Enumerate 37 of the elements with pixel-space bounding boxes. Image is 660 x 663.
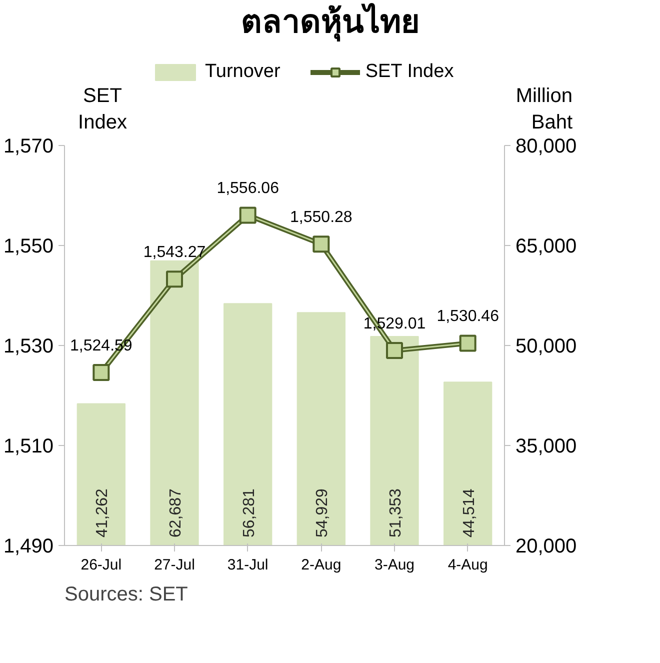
point xyxy=(166,270,183,288)
source-note: Sources: SET xyxy=(64,584,188,606)
x-tick-label: 3-Aug xyxy=(374,556,415,574)
y-tick-label: 1,490 xyxy=(3,536,54,558)
point xyxy=(459,334,476,352)
point xyxy=(92,364,110,382)
y-tick-label: 1,550 xyxy=(3,236,54,258)
y2-axis-title: Million Baht xyxy=(516,85,573,134)
y2-tick-label: 35,000 xyxy=(516,436,577,458)
x-tick-label: 31-Jul xyxy=(227,556,268,574)
legend-label: Turnover xyxy=(205,61,280,83)
point xyxy=(312,236,330,253)
x-tick-label: 2-Aug xyxy=(301,556,342,574)
y-tick-label: 1,570 xyxy=(3,136,54,158)
y-tick-label: 1,530 xyxy=(3,336,54,358)
y2-tick-label: 50,000 xyxy=(516,336,577,358)
point xyxy=(239,206,256,224)
data-label: 51,353 xyxy=(388,488,404,538)
y-axis-title: SET Index xyxy=(78,85,127,134)
y-tick-label: 1,510 xyxy=(3,436,54,458)
x-tick-label: 27-Jul xyxy=(154,556,195,574)
data-label: 41,262 xyxy=(94,488,112,538)
x-tick-label: 26-Jul xyxy=(80,556,122,574)
point xyxy=(386,342,403,359)
data-label: 1,556.06 xyxy=(216,180,280,198)
legend-label: SET Index xyxy=(365,61,454,83)
data-label: 1,530.46 xyxy=(436,308,500,326)
data-label: 56,281 xyxy=(240,488,258,538)
y2-tick-label: 80,000 xyxy=(516,136,577,158)
chart-title: ตลาดหุ้นไทย xyxy=(240,2,420,42)
data-label: 44,514 xyxy=(460,488,478,538)
data-label: 54,929 xyxy=(314,488,332,538)
y2-tick-label: 20,000 xyxy=(516,536,577,558)
data-label: 62,687 xyxy=(168,488,184,538)
x-tick-label: 4-Aug xyxy=(448,556,488,574)
data-label: 1,550.28 xyxy=(290,209,352,226)
y2-tick-label: 65,000 xyxy=(516,236,577,258)
